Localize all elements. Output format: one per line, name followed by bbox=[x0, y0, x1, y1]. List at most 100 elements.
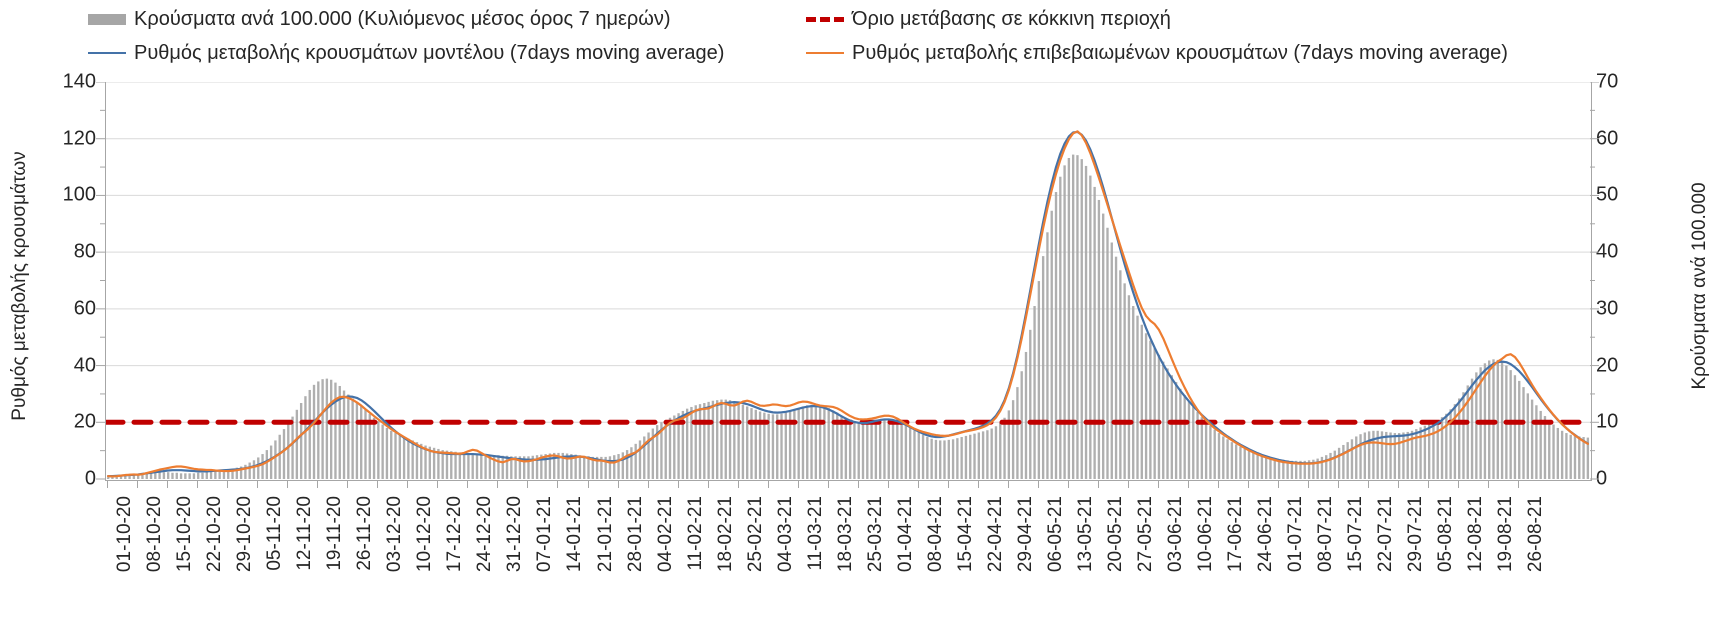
x-axis-tick-label: 12-11-20 bbox=[294, 496, 316, 571]
legend-item-confirmed-rate[interactable]: Ρυθμός μεταβολής επιβεβαιωμένων κρουσμάτ… bbox=[806, 43, 1508, 63]
orange-line-swatch-icon bbox=[806, 52, 844, 54]
x-axis-tick-label: 22-04-21 bbox=[984, 496, 1006, 573]
x-axis-tick-mark bbox=[1518, 481, 1520, 488]
x-axis-tick-label: 08-10-20 bbox=[144, 496, 166, 573]
legend-item-model-rate[interactable]: Ρυθμός μεταβολής κρουσμάτων μοντέλου (7d… bbox=[88, 43, 724, 63]
x-axis-tick-mark bbox=[827, 481, 829, 488]
x-axis-tick-mark bbox=[497, 481, 499, 488]
x-axis-tick-label: 24-12-20 bbox=[474, 496, 496, 573]
x-axis-tick-mark bbox=[1067, 481, 1069, 488]
x-axis-tick-mark bbox=[617, 481, 619, 488]
y-axis-left-tick-label: 40 bbox=[73, 354, 96, 377]
x-axis-tick-mark bbox=[1248, 481, 1250, 488]
y-axis-right-ticks: 0 10 20 30 40 50 60 70 bbox=[1596, 70, 1656, 621]
x-axis-tick-mark bbox=[1157, 481, 1159, 488]
x-axis-tick-mark bbox=[1187, 481, 1189, 488]
x-axis-tick-label: 12-08-21 bbox=[1465, 496, 1487, 573]
x-axis-tick-label: 04-02-21 bbox=[654, 496, 676, 573]
x-axis-tick-label: 01-07-21 bbox=[1285, 496, 1307, 573]
bar-swatch-icon bbox=[88, 13, 126, 25]
x-axis-tick-label: 08-07-21 bbox=[1315, 496, 1337, 573]
x-axis-tick-label: 11-03-21 bbox=[804, 496, 826, 571]
x-axis-tick-mark bbox=[1338, 481, 1340, 488]
x-axis-tick-mark bbox=[1037, 481, 1039, 488]
x-axis-tick-label: 08-04-21 bbox=[924, 496, 946, 573]
y-axis-right-tick-label: 10 bbox=[1596, 410, 1619, 433]
x-axis-tick-label: 19-08-21 bbox=[1495, 496, 1517, 573]
x-axis-tick-mark bbox=[197, 481, 199, 488]
x-axis-tick-mark bbox=[857, 481, 859, 488]
x-axis-tick-mark bbox=[677, 481, 679, 488]
x-axis-tick-label: 27-05-21 bbox=[1134, 496, 1156, 573]
x-axis-tick-mark bbox=[887, 481, 889, 488]
x-axis-tick-mark bbox=[587, 481, 589, 488]
x-axis-tick-label: 28-01-21 bbox=[624, 496, 646, 573]
line-series bbox=[107, 130, 1589, 478]
x-axis-tick-label: 13-05-21 bbox=[1074, 496, 1096, 573]
x-axis-tick-mark bbox=[707, 481, 709, 488]
x-axis-tick-label: 18-03-21 bbox=[834, 496, 856, 573]
x-axis-tick-label: 15-04-21 bbox=[954, 496, 976, 573]
y-axis-left-tick-label: 80 bbox=[73, 240, 96, 263]
x-axis-tick-mark bbox=[767, 481, 769, 488]
x-axis-tick-mark bbox=[1458, 481, 1460, 488]
x-axis-tick-mark bbox=[347, 481, 349, 488]
x-axis-tick-mark bbox=[1398, 481, 1400, 488]
x-axis-tick-mark bbox=[107, 481, 109, 488]
x-axis-tick-label: 05-11-20 bbox=[264, 496, 286, 571]
x-axis-tick-mark bbox=[317, 481, 319, 488]
x-axis-tick-mark bbox=[1308, 481, 1310, 488]
axis-tick-marks bbox=[1590, 82, 1599, 480]
x-axis-tick-label: 25-02-21 bbox=[744, 496, 766, 573]
legend-label-cases-per-100k: Κρούσματα ανά 100.000 (Κυλιόμενος μέσος … bbox=[134, 8, 671, 30]
x-axis-tick-mark bbox=[227, 481, 229, 488]
x-axis-tick-label: 14-01-21 bbox=[564, 496, 586, 573]
x-axis-tick-mark bbox=[797, 481, 799, 488]
x-axis-tick-mark bbox=[1278, 481, 1280, 488]
x-axis-tick-label: 01-10-20 bbox=[114, 496, 136, 573]
y-axis-left-tick-label: 60 bbox=[73, 297, 96, 320]
legend-label-red-zone-threshold: Όριο μετάβασης σε κόκκινη περιοχή bbox=[852, 8, 1171, 30]
chart-svg bbox=[106, 82, 1590, 479]
x-axis-tick-label: 03-12-20 bbox=[384, 496, 406, 573]
y-axis-left-tick-label: 20 bbox=[73, 410, 96, 433]
chart-legend: Κρούσματα ανά 100.000 (Κυλιόμενος μέσος … bbox=[0, 0, 1712, 70]
x-axis-tick-label: 22-10-20 bbox=[204, 496, 226, 573]
y-axis-left-ticks: 0 20 40 60 80 100 120 140 bbox=[28, 70, 96, 621]
y-axis-left-tick-label: 120 bbox=[62, 127, 96, 150]
x-axis-tick-mark bbox=[917, 481, 919, 488]
x-axis-tick-label: 10-06-21 bbox=[1194, 496, 1216, 573]
x-axis-tick-label: 22-07-21 bbox=[1375, 496, 1397, 573]
x-axis-tick-label: 21-01-21 bbox=[594, 496, 616, 573]
x-axis-tick-mark bbox=[1007, 481, 1009, 488]
y-axis-right-tick-label: 50 bbox=[1596, 183, 1619, 206]
axis-tick-marks bbox=[96, 82, 105, 480]
y-axis-right-tick-label: 60 bbox=[1596, 127, 1619, 150]
chart-canvas bbox=[105, 82, 1592, 481]
x-axis-tick-label: 25-03-21 bbox=[864, 496, 886, 573]
x-axis-tick-mark bbox=[1097, 481, 1099, 488]
bar-series bbox=[106, 154, 1590, 479]
x-axis-tick-label: 04-03-21 bbox=[774, 496, 796, 573]
y-axis-left-tick-label: 140 bbox=[62, 70, 96, 93]
x-axis-tick-label: 29-10-20 bbox=[234, 496, 256, 573]
y-axis-right-tick-label: 40 bbox=[1596, 240, 1619, 263]
y-axis-left-tick-label: 0 bbox=[84, 467, 96, 490]
x-axis-tick-mark bbox=[167, 481, 169, 488]
x-axis-tick-label: 15-10-20 bbox=[174, 496, 196, 573]
x-axis-ticks: 01-10-20 08-10-20 15-10-20 22-10-20 29-10-20… bbox=[105, 481, 1590, 621]
legend-item-cases-per-100k[interactable]: Κρούσματα ανά 100.000 (Κυλιόμενος μέσος … bbox=[88, 9, 671, 29]
x-axis-tick-mark bbox=[647, 481, 649, 488]
x-axis-tick-label: 05-08-21 bbox=[1435, 496, 1457, 573]
legend-label-confirmed-rate: Ρυθμός μεταβολής επιβεβαιωμένων κρουσμάτ… bbox=[852, 42, 1508, 64]
x-axis-tick-mark bbox=[527, 481, 529, 488]
legend-item-red-zone-threshold[interactable]: Όριο μετάβασης σε κόκκινη περιοχή bbox=[806, 9, 1171, 29]
x-axis-tick-label: 10-12-20 bbox=[414, 496, 436, 573]
x-axis-tick-mark bbox=[1368, 481, 1370, 488]
y-axis-right-tick-label: 20 bbox=[1596, 354, 1619, 377]
x-axis-tick-label: 17-12-20 bbox=[444, 496, 466, 573]
x-axis-tick-label: 26-11-20 bbox=[354, 496, 376, 571]
x-axis-tick-mark bbox=[137, 481, 139, 488]
y-axis-right-title: Κρούσματα ανά 100.000 bbox=[1689, 182, 1710, 390]
